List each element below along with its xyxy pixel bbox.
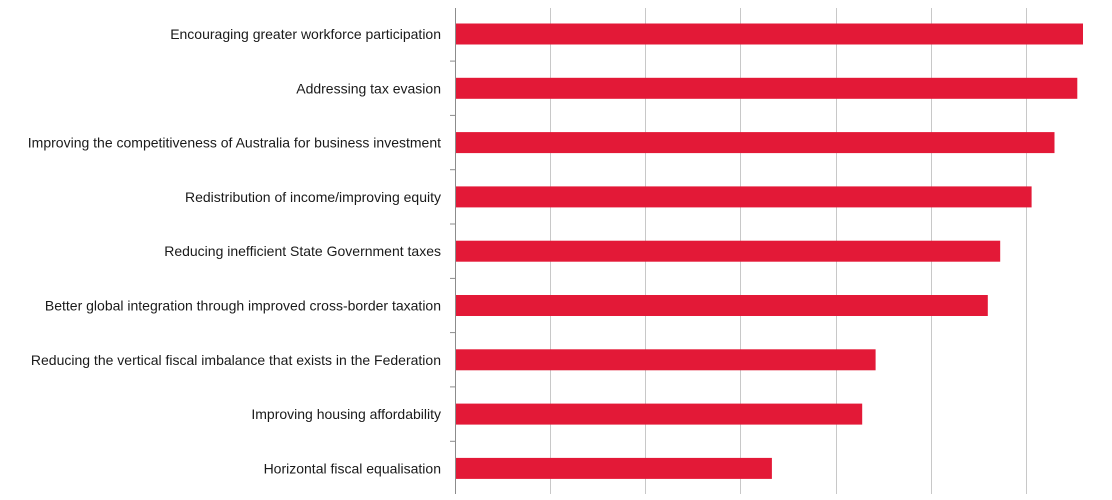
- category-label-4: Redistribution of income/improving equit…: [185, 189, 441, 205]
- category-label-8: Improving housing affordability: [251, 406, 441, 422]
- bars: [455, 24, 1083, 479]
- category-label-2: Addressing tax evasion: [296, 80, 441, 96]
- category-label-7: Reducing the vertical fiscal imbalance t…: [31, 352, 441, 368]
- category-label-6: Better global integration through improv…: [45, 298, 441, 314]
- category-label-1: Encouraging greater workforce participat…: [170, 26, 441, 42]
- bar-1: [455, 24, 1083, 45]
- bar-2: [455, 78, 1077, 99]
- category-label-5: Reducing inefficient State Government ta…: [164, 243, 441, 259]
- category-label-9: Horizontal fiscal equalisation: [264, 460, 441, 476]
- bar-6: [455, 295, 988, 316]
- category-labels: Encouraging greater workforce participat…: [28, 26, 441, 476]
- category-label-3: Improving the competitiveness of Austral…: [28, 135, 441, 151]
- bar-4: [455, 186, 1032, 207]
- bar-5: [455, 241, 1000, 262]
- bar-8: [455, 404, 862, 425]
- category-axis: [450, 8, 456, 494]
- bar-7: [455, 349, 876, 370]
- bar-9: [455, 458, 772, 479]
- bar-3: [455, 132, 1055, 153]
